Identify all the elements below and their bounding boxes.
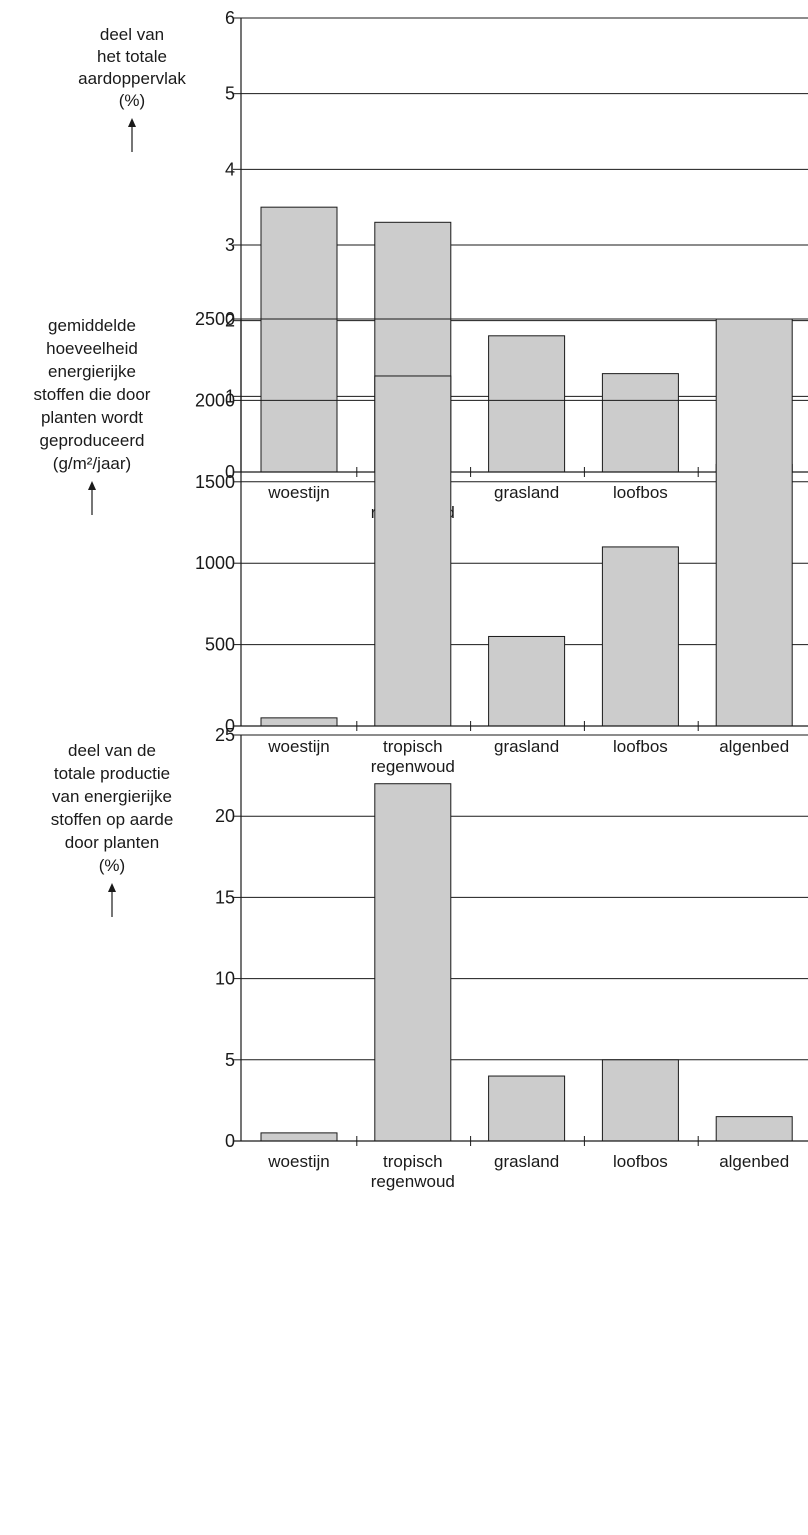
y-axis-label-line-4: (%) (119, 91, 145, 110)
y-tick-label-1: 1 (225, 386, 235, 406)
y-axis-label-line-6: geproduceerd (40, 431, 145, 450)
bar-5 (715, 1116, 793, 1142)
bar-1 (260, 1132, 338, 1142)
up-arrow-head (108, 883, 116, 892)
y-axis-label-line-5: planten wordt (41, 408, 143, 427)
up-arrow-icon (88, 481, 96, 515)
bar-1 (260, 717, 338, 727)
category-label-4: loofbos (613, 1152, 668, 1171)
up-arrow-head (88, 481, 96, 490)
category-label-3: grasland (494, 483, 559, 502)
category-label-2-line-1: tropisch (383, 1152, 443, 1171)
chart-2: 0 500 1000 1500 2000 2500 woestijn tropischrege… (34, 309, 808, 776)
category-label-4: loofbos (613, 483, 668, 502)
y-tick-label-6: 6 (225, 8, 235, 28)
bar-3 (488, 1075, 566, 1142)
y-tick-label-1: 500 (205, 635, 235, 655)
y-tick-label-5: 2500 (195, 309, 235, 329)
category-label-3: grasland (494, 1152, 559, 1171)
y-axis-label-line-2: hoeveelheid (46, 339, 138, 358)
bar-4 (601, 1059, 679, 1142)
bar-2 (374, 783, 452, 1142)
y-tick-label-5: 5 (225, 84, 235, 104)
y-axis-label-line-7: (g/m²/jaar) (53, 454, 131, 473)
category-label-4: loofbos (613, 737, 668, 756)
bar-5 (715, 318, 793, 727)
y-tick-label-1: 5 (225, 1050, 235, 1070)
category-label-1: woestijn (267, 1152, 329, 1171)
up-arrow-icon (128, 118, 136, 152)
y-tick-label-2: 2 (225, 311, 235, 331)
y-axis-label-line-5: door planten (65, 833, 160, 852)
y-axis-label-line-4: stoffen op aarde (51, 810, 174, 829)
category-label-5: algenbed (719, 737, 789, 756)
y-tick-label-3: 15 (215, 887, 235, 907)
up-arrow-icon (108, 883, 116, 917)
y-axis-label-line-3: aardoppervlak (78, 69, 186, 88)
y-axis-label-line-4: stoffen die door (34, 385, 151, 404)
category-label-2-line-2: regenwoud (371, 757, 455, 776)
y-axis-label-line-1: gemiddelde (48, 316, 136, 335)
category-label-1: woestijn (267, 483, 329, 502)
y-tick-label-3: 3 (225, 235, 235, 255)
y-tick-label-4: 2000 (195, 390, 235, 410)
bar-3 (488, 635, 566, 727)
y-axis-label-line-3: van energierijke (52, 787, 172, 806)
bar-2 (374, 375, 452, 727)
bar-4 (601, 373, 679, 473)
y-tick-label-0: 0 (225, 1131, 235, 1151)
y-tick-label-0: 0 (225, 462, 235, 482)
y-axis-label-line-3: energierijke (48, 362, 136, 381)
y-tick-label-3: 1500 (195, 472, 235, 492)
bar-4 (601, 546, 679, 727)
y-tick-label-2: 1000 (195, 553, 235, 573)
category-label-1: woestijn (267, 737, 329, 756)
category-label-2-line-1: tropisch (383, 737, 443, 756)
y-axis-label-line-6: (%) (99, 856, 125, 875)
y-axis-label-line-2: het totale (97, 47, 167, 66)
y-axis-label-line-1: deel van de (68, 741, 156, 760)
category-label-2-line-2: regenwoud (371, 1172, 455, 1191)
y-tick-label-0: 0 (225, 716, 235, 736)
category-label-5: algenbed (719, 1152, 789, 1171)
up-arrow-head (128, 118, 136, 127)
bar-3 (488, 335, 566, 473)
y-tick-label-4: 20 (215, 806, 235, 826)
y-tick-label-2: 10 (215, 969, 235, 989)
category-label-3: grasland (494, 737, 559, 756)
y-tick-label-4: 4 (225, 159, 235, 179)
y-axis-label-line-2: totale productie (54, 764, 170, 783)
bar-1 (260, 206, 338, 473)
y-axis-label-line-1: deel van (100, 25, 164, 44)
y-tick-label-5: 25 (215, 725, 235, 745)
